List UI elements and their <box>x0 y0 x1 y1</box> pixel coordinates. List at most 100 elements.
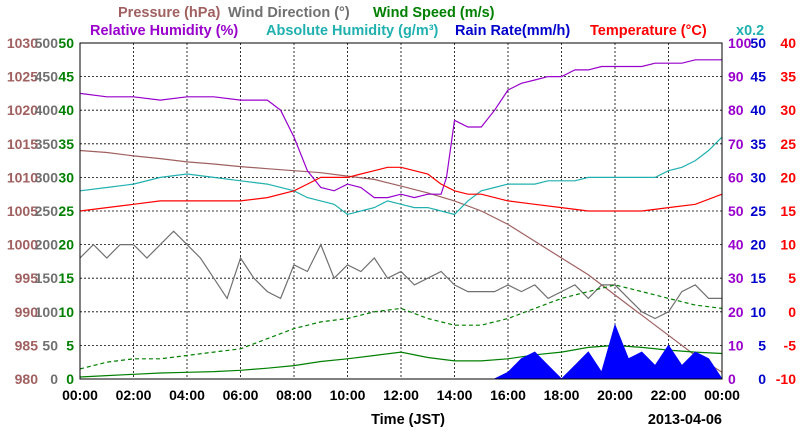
axes-layer: 00:00 02:00 04:00 06:00 08:00 10:00 12:00 14:00… <box>7 35 796 403</box>
y-tick-label-temperature: -5 <box>784 337 797 353</box>
y-tick-label-wind-direction: 500 <box>35 35 59 51</box>
series-layer <box>79 59 723 380</box>
y-tick-label-temperature: 20 <box>780 169 796 185</box>
y-tick-label-wind-direction: 200 <box>35 237 59 253</box>
series-absolute-humidity-g-m <box>79 136 723 216</box>
series-relative-humidity <box>79 59 722 199</box>
series-wind-speed-m-s-gust <box>79 284 723 370</box>
y-tick-label-rain-rate: 0 <box>758 371 766 387</box>
y-tick-label-pressure: 1015 <box>7 136 38 152</box>
x-tick-label: 00:00 <box>704 387 740 403</box>
header-absolute-humidity: Absolute Humidity (g/m³) <box>266 23 439 39</box>
y-tick-label-wind-speed: 50 <box>58 35 74 51</box>
y-tick-label-relative-humidity: 100 <box>728 35 752 51</box>
x-tick-label: 06:00 <box>223 387 259 403</box>
y-tick-label-temperature: 40 <box>780 35 796 51</box>
y-tick-label-wind-speed: 5 <box>66 337 74 353</box>
header-rain-rate: Rain Rate(mm/h) <box>455 23 570 39</box>
y-tick-label-rain-rate: 20 <box>750 237 766 253</box>
y-tick-label-relative-humidity: 10 <box>728 337 744 353</box>
y-tick-label-rain-rate: 25 <box>750 203 766 219</box>
y-tick-label-rain-rate: 15 <box>750 270 766 286</box>
header-relative-humidity: Relative Humidity (%) <box>90 23 238 39</box>
y-tick-label-temperature: 5 <box>788 270 796 286</box>
x-tick-label: 10:00 <box>330 387 366 403</box>
y-tick-label-pressure: 1000 <box>7 237 38 253</box>
y-tick-label-rain-rate: 35 <box>750 136 766 152</box>
x-tick-label: 22:00 <box>651 387 687 403</box>
y-tick-label-relative-humidity: 50 <box>728 203 744 219</box>
x-axis-label: Time (JST) <box>371 412 445 428</box>
y-tick-label-rain-rate: 45 <box>750 69 766 85</box>
y-tick-label-pressure: 1010 <box>7 169 38 185</box>
x-tick-label: 08:00 <box>276 387 312 403</box>
y-tick-label-wind-direction: 250 <box>35 203 59 219</box>
y-tick-label-pressure: 1030 <box>7 35 38 51</box>
x-tick-label: 20:00 <box>597 387 633 403</box>
y-tick-label-pressure: 990 <box>15 304 39 320</box>
y-tick-label-temperature: -10 <box>776 371 796 387</box>
y-tick-label-pressure: 1005 <box>7 203 38 219</box>
y-tick-label-relative-humidity: 30 <box>728 270 744 286</box>
x-tick-label: 16:00 <box>490 387 526 403</box>
y-tick-label-temperature: 35 <box>780 69 796 85</box>
y-tick-label-wind-direction: 450 <box>35 69 59 85</box>
y-tick-label-wind-direction: 300 <box>35 169 59 185</box>
y-tick-label-relative-humidity: 60 <box>728 169 744 185</box>
y-tick-label-wind-speed: 0 <box>66 371 74 387</box>
y-tick-label-wind-direction: 50 <box>42 337 58 353</box>
y-tick-label-wind-speed: 45 <box>58 69 74 85</box>
y-tick-label-wind-direction: 0 <box>50 371 58 387</box>
header-wind-speed: Wind Speed (m/s) <box>373 5 495 21</box>
y-tick-label-rain-rate: 30 <box>750 169 766 185</box>
y-tick-label-temperature: 30 <box>780 102 796 118</box>
x-tick-label: 02:00 <box>116 387 152 403</box>
y-tick-label-relative-humidity: 80 <box>728 102 744 118</box>
y-tick-label-wind-speed: 25 <box>58 203 74 219</box>
series-rain-rate-mm-h <box>80 323 723 380</box>
y-tick-label-relative-humidity: 40 <box>728 237 744 253</box>
y-tick-label-temperature: 10 <box>780 237 796 253</box>
y-tick-label-relative-humidity: 0 <box>728 371 736 387</box>
x-tick-label: 14:00 <box>437 387 473 403</box>
y-tick-label-relative-humidity: 70 <box>728 136 744 152</box>
y-tick-label-relative-humidity: 90 <box>728 69 744 85</box>
y-tick-label-wind-speed: 40 <box>58 102 74 118</box>
series-pressure-hpa <box>79 149 723 373</box>
y-tick-label-temperature: 15 <box>780 203 796 219</box>
y-tick-label-rain-rate: 50 <box>750 35 766 51</box>
y-tick-label-rain-rate: 10 <box>750 304 766 320</box>
x-tick-label: 12:00 <box>383 387 419 403</box>
y-tick-label-wind-speed: 20 <box>58 237 74 253</box>
y-tick-label-wind-speed: 10 <box>58 304 74 320</box>
header-absolute-humidity-scale: x0.2 <box>736 23 764 39</box>
y-tick-label-wind-speed: 15 <box>58 270 74 286</box>
y-tick-label-wind-speed: 35 <box>58 136 74 152</box>
x-tick-label: 18:00 <box>544 387 580 403</box>
y-tick-label-wind-speed: 30 <box>58 169 74 185</box>
plot-border <box>79 42 723 380</box>
header-temperature: Temperature (°C) <box>590 23 707 39</box>
y-tick-label-pressure: 1020 <box>7 102 38 118</box>
series-wind-direction <box>79 230 722 320</box>
header-wind-direction: Wind Direction (°) <box>228 5 350 21</box>
x-tick-label: 00:00 <box>62 387 98 403</box>
y-tick-label-wind-direction: 100 <box>35 304 59 320</box>
header-pressure: Pressure (hPa) <box>118 5 221 21</box>
y-tick-label-rain-rate: 40 <box>750 102 766 118</box>
chart-header: Pressure (hPa) Wind Direction (°) Wind S… <box>90 5 764 39</box>
y-tick-label-temperature: 0 <box>788 304 796 320</box>
y-tick-label-wind-direction: 400 <box>35 102 59 118</box>
y-tick-label-wind-direction: 350 <box>35 136 59 152</box>
y-tick-label-temperature: 25 <box>780 136 796 152</box>
y-tick-label-rain-rate: 5 <box>758 337 766 353</box>
y-tick-label-pressure: 995 <box>15 270 39 286</box>
y-tick-label-relative-humidity: 20 <box>728 304 744 320</box>
y-tick-label-pressure: 980 <box>15 371 39 387</box>
series-temperature-c <box>79 166 723 212</box>
chart-date: 2013-04-06 <box>648 412 722 428</box>
y-tick-label-pressure: 1025 <box>7 69 38 85</box>
y-tick-label-wind-direction: 150 <box>35 270 59 286</box>
y-tick-label-pressure: 985 <box>15 337 39 353</box>
